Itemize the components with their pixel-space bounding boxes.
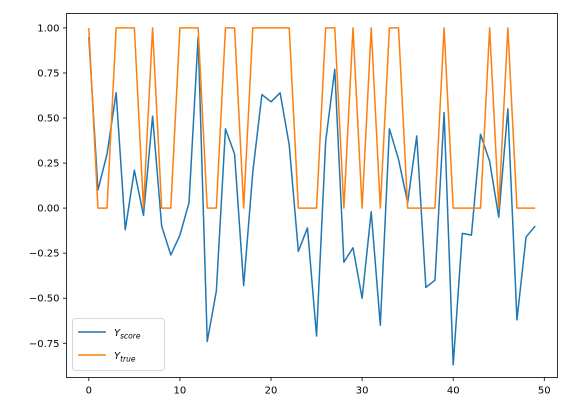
y-tick-label: 1.00 [37, 23, 59, 34]
x-tick-label: 50 [538, 386, 551, 397]
axes-frame [66, 13, 558, 378]
y-tick-label: 0.25 [37, 159, 59, 170]
y-tick-label: 0.00 [37, 204, 59, 215]
x-axis: 0 10 20 30 40 50 [86, 377, 551, 397]
legend-box [72, 318, 165, 371]
x-tick-label: 30 [356, 386, 369, 397]
x-tick-label: 0 [86, 386, 92, 397]
y-tick-label: −0.25 [29, 249, 60, 260]
y-axis: −0.75 −0.50 −0.25 0.00 0.25 0.50 0.75 1.00 [29, 23, 67, 350]
y-tick-label: 0.50 [37, 114, 59, 125]
series-line-score [88, 36, 536, 366]
legend: Yscore Ytrue [72, 318, 165, 371]
series-line-true [88, 27, 536, 209]
y-tick-label: −0.75 [29, 339, 60, 350]
y-tick-label: 0.75 [37, 68, 59, 79]
legend-label-score: Yscore [114, 328, 141, 341]
x-tick-label: 20 [265, 386, 278, 397]
legend-label-true: Ytrue [114, 351, 136, 364]
x-tick-label: 40 [447, 386, 460, 397]
plot-lines [88, 27, 536, 366]
x-tick-label: 10 [174, 386, 187, 397]
y-tick-label: −0.50 [29, 294, 60, 305]
